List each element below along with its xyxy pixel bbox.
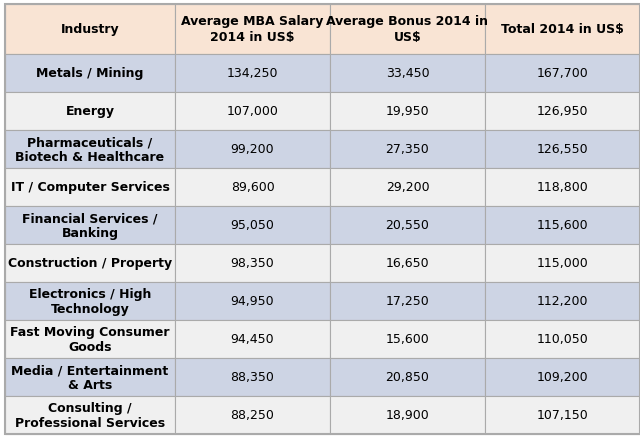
Text: Pharmaceuticals /
Biotech & Healthcare: Pharmaceuticals / Biotech & Healthcare [15, 136, 164, 164]
Bar [5, 5, 175, 55]
Text: Construction / Property: Construction / Property [8, 257, 172, 270]
Bar [330, 320, 485, 358]
Bar [175, 169, 330, 207]
Bar [175, 244, 330, 283]
Text: 134,250: 134,250 [227, 67, 278, 80]
Text: 107,150: 107,150 [536, 409, 588, 421]
Text: 95,050: 95,050 [230, 219, 275, 232]
Bar [330, 131, 485, 169]
Bar [330, 5, 485, 55]
Bar [175, 207, 330, 244]
Bar [5, 93, 175, 131]
Text: Consulting /
Professional Services: Consulting / Professional Services [15, 401, 165, 429]
Bar [485, 207, 640, 244]
Bar [5, 207, 175, 244]
Text: Electronics / High
Technology: Electronics / High Technology [29, 287, 151, 315]
Bar [5, 283, 175, 320]
Text: 167,700: 167,700 [536, 67, 588, 80]
Bar [5, 131, 175, 169]
Text: Average Bonus 2014 in
US$: Average Bonus 2014 in US$ [326, 15, 488, 44]
Bar [5, 320, 175, 358]
Bar [330, 396, 485, 434]
Text: Total 2014 in US$: Total 2014 in US$ [501, 24, 624, 36]
Text: 94,450: 94,450 [230, 333, 275, 346]
Text: Media / Entertainment
& Arts: Media / Entertainment & Arts [12, 363, 168, 391]
Text: 115,600: 115,600 [537, 219, 588, 232]
Bar [485, 358, 640, 396]
Bar [330, 93, 485, 131]
Text: 29,200: 29,200 [386, 181, 429, 194]
Text: Fast Moving Consumer
Goods: Fast Moving Consumer Goods [10, 325, 170, 353]
Bar [175, 5, 330, 55]
Bar [485, 396, 640, 434]
Text: 15,600: 15,600 [386, 333, 429, 346]
Text: 109,200: 109,200 [537, 371, 588, 384]
Bar [5, 244, 175, 283]
Text: 126,950: 126,950 [537, 105, 588, 118]
Bar [5, 358, 175, 396]
Bar [485, 169, 640, 207]
Bar [5, 396, 175, 434]
Text: 27,350: 27,350 [386, 143, 429, 156]
Bar [175, 93, 330, 131]
Text: 20,850: 20,850 [385, 371, 429, 384]
Bar [330, 244, 485, 283]
Bar [5, 55, 175, 93]
Bar [485, 244, 640, 283]
Text: 20,550: 20,550 [385, 219, 429, 232]
Text: 88,350: 88,350 [230, 371, 275, 384]
Text: Energy: Energy [65, 105, 115, 118]
Text: 89,600: 89,600 [230, 181, 275, 194]
Bar [175, 396, 330, 434]
Bar [485, 5, 640, 55]
Text: 18,900: 18,900 [386, 409, 429, 421]
Text: Financial Services /
Banking: Financial Services / Banking [22, 212, 157, 240]
Bar [485, 320, 640, 358]
Text: 88,250: 88,250 [230, 409, 275, 421]
Text: 110,050: 110,050 [536, 333, 588, 346]
Bar [330, 169, 485, 207]
Bar [330, 358, 485, 396]
Bar [330, 55, 485, 93]
Text: 99,200: 99,200 [230, 143, 275, 156]
Text: IT / Computer Services: IT / Computer Services [11, 181, 170, 194]
Text: 19,950: 19,950 [386, 105, 429, 118]
Text: Industry: Industry [61, 24, 119, 36]
Bar [175, 55, 330, 93]
Text: 17,250: 17,250 [386, 295, 429, 308]
Bar [5, 169, 175, 207]
Text: 126,550: 126,550 [537, 143, 588, 156]
Text: 118,800: 118,800 [536, 181, 588, 194]
Text: 33,450: 33,450 [386, 67, 429, 80]
Bar [330, 207, 485, 244]
Text: 115,000: 115,000 [536, 257, 588, 270]
Text: 107,000: 107,000 [227, 105, 278, 118]
Bar [485, 93, 640, 131]
Text: 98,350: 98,350 [230, 257, 275, 270]
Text: 94,950: 94,950 [230, 295, 275, 308]
Bar [175, 320, 330, 358]
Text: 16,650: 16,650 [386, 257, 429, 270]
Bar [175, 283, 330, 320]
Text: 112,200: 112,200 [537, 295, 588, 308]
Bar [485, 131, 640, 169]
Bar [485, 55, 640, 93]
Bar [175, 131, 330, 169]
Bar [330, 283, 485, 320]
Bar [485, 283, 640, 320]
Text: Metals / Mining: Metals / Mining [36, 67, 144, 80]
Bar [175, 358, 330, 396]
Text: Average MBA Salary
2014 in US$: Average MBA Salary 2014 in US$ [181, 15, 324, 44]
